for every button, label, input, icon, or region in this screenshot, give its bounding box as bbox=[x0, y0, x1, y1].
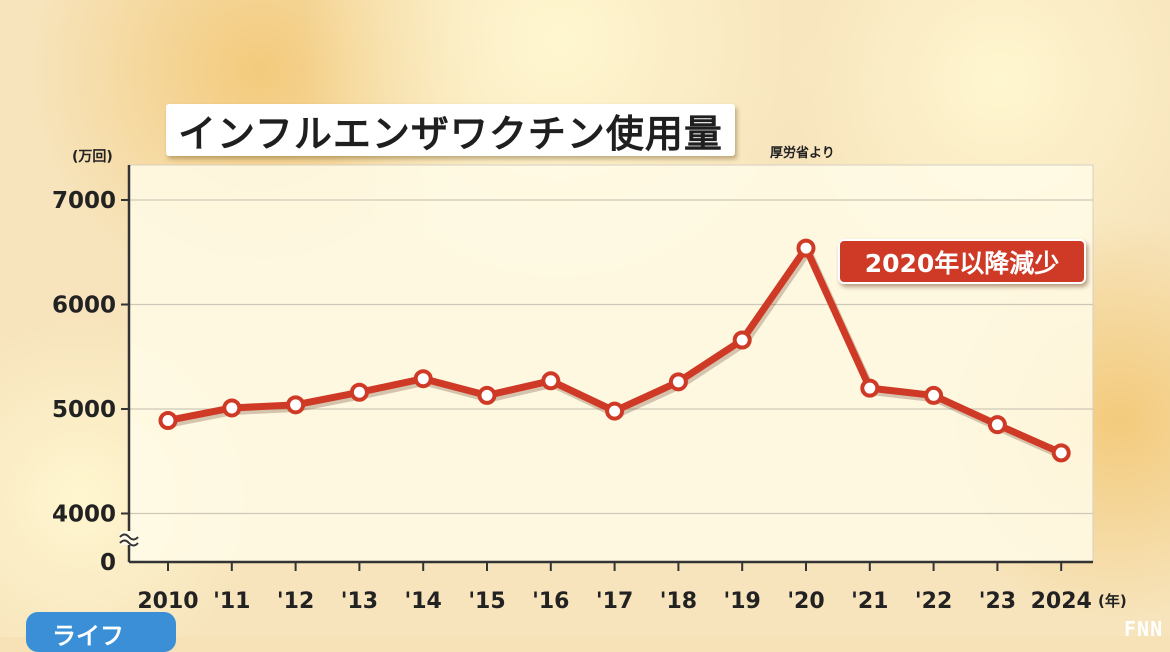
data-point bbox=[924, 385, 944, 405]
x-tick-label: '12 bbox=[277, 589, 314, 614]
y-tick-labels: 7000 6000 5000 4000 0 bbox=[52, 188, 116, 576]
y-tick-label: 5000 bbox=[52, 397, 116, 423]
x-tick-label: '11 bbox=[213, 589, 250, 614]
data-point bbox=[668, 372, 688, 392]
data-point bbox=[605, 401, 625, 421]
series-line bbox=[158, 238, 1071, 463]
data-point bbox=[987, 415, 1007, 435]
x-tick-label: '18 bbox=[660, 589, 697, 614]
data-point bbox=[477, 385, 497, 405]
y-tick-label: 7000 bbox=[52, 188, 116, 214]
source-label: 厚労省より bbox=[770, 146, 835, 161]
x-tick-label: '19 bbox=[724, 589, 761, 614]
data-point bbox=[413, 369, 433, 389]
data-point bbox=[732, 330, 752, 350]
data-point bbox=[286, 395, 306, 415]
data-point bbox=[541, 371, 561, 391]
x-tick-label: 2010 bbox=[137, 589, 198, 614]
data-point bbox=[158, 410, 178, 430]
x-tick-label: '22 bbox=[915, 589, 952, 614]
data-point bbox=[222, 398, 242, 418]
plot-area bbox=[128, 164, 1094, 563]
y-tick-label: 4000 bbox=[52, 502, 116, 528]
y-unit-label: (万回) bbox=[72, 149, 113, 165]
x-tick-label: '20 bbox=[787, 589, 824, 614]
broadcaster-logo: FNN bbox=[1124, 617, 1164, 641]
chart-title: インフルエンザワクチン使用量 bbox=[166, 104, 735, 156]
data-point bbox=[349, 382, 369, 402]
x-tick-labels: 2010 '11 '12 '13 '14 '15 '16 '17 '18 '19 '20 '21 '22… bbox=[137, 589, 1091, 614]
x-tick-label: '15 bbox=[468, 589, 505, 614]
x-unit-label: (年) bbox=[1098, 592, 1127, 610]
data-point bbox=[796, 238, 816, 258]
x-tick-label: '13 bbox=[341, 589, 378, 614]
x-tick-label: 2024 bbox=[1031, 589, 1092, 614]
data-point bbox=[1051, 443, 1071, 463]
data-point bbox=[860, 378, 880, 398]
x-tick-label: '17 bbox=[596, 589, 633, 614]
line-chart: 7000 6000 5000 4000 0 2010 '11 '12 '13 '14 '15 '16… bbox=[52, 164, 1094, 614]
y-tick-label: 0 bbox=[100, 550, 116, 576]
x-tick-label: '16 bbox=[532, 589, 569, 614]
axes bbox=[119, 165, 1093, 571]
x-tick-label: '14 bbox=[405, 589, 442, 614]
annotation-badge: 2020年以降減少 bbox=[838, 239, 1086, 284]
y-tick-label: 6000 bbox=[52, 293, 116, 319]
category-tag[interactable]: ライフ bbox=[26, 612, 176, 652]
x-tick-label: '21 bbox=[851, 589, 888, 614]
x-tick-label: '23 bbox=[979, 589, 1016, 614]
axis-break-marker bbox=[119, 531, 139, 547]
